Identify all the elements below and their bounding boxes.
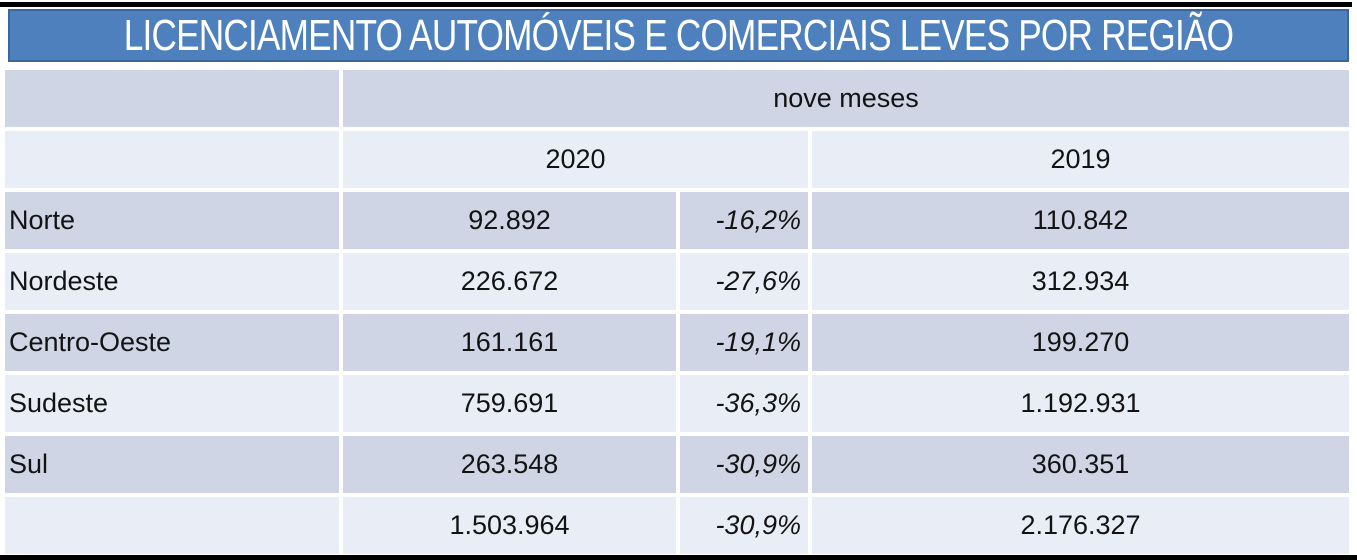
pct-change-cell: -36,3% [680, 375, 808, 432]
total-2019-cell: 2.176.327 [812, 497, 1349, 554]
total-2020-cell: 1.503.964 [343, 497, 676, 554]
value-2020-cell: 759.691 [343, 375, 676, 432]
pct-change-cell: -27,6% [680, 253, 808, 310]
top-border-line [0, 2, 1352, 7]
group-header-row: nove meses [5, 70, 1349, 127]
value-2019-cell: 312.934 [812, 253, 1349, 310]
table-row-norte: Norte 92.892 -16,2% 110.842 [5, 192, 1349, 249]
value-2020-cell: 226.672 [343, 253, 676, 310]
value-2019-cell: 360.351 [812, 436, 1349, 493]
pct-change-cell: -19,1% [680, 314, 808, 371]
region-cell: Centro-Oeste [5, 314, 339, 371]
table-row-sul: Sul 263.548 -30,9% 360.351 [5, 436, 1349, 493]
value-2020-cell: 161.161 [343, 314, 676, 371]
region-cell: Nordeste [5, 253, 339, 310]
value-2019-cell: 199.270 [812, 314, 1349, 371]
region-cell: Sul [5, 436, 339, 493]
table-row-total: 1.503.964 -30,9% 2.176.327 [5, 497, 1349, 554]
group-header-cell: nove meses [343, 70, 1349, 127]
table-row-centro-oeste: Centro-Oeste 161.161 -19,1% 199.270 [5, 314, 1349, 371]
page-title: LICENCIAMENTO AUTOMÓVEIS E COMERCIAIS LE… [123, 10, 1234, 60]
pct-change-cell: -16,2% [680, 192, 808, 249]
pct-change-cell: -30,9% [680, 436, 808, 493]
table-row-nordeste: Nordeste 226.672 -27,6% 312.934 [5, 253, 1349, 310]
value-2020-cell: 92.892 [343, 192, 676, 249]
corner-empty-cell [5, 70, 339, 127]
region-cell: Norte [5, 192, 339, 249]
corner-empty-cell [5, 131, 339, 188]
value-2019-cell: 1.192.931 [812, 375, 1349, 432]
total-pct-change-cell: -30,9% [680, 497, 808, 554]
table-row-sudeste: Sudeste 759.691 -36,3% 1.192.931 [5, 375, 1349, 432]
year-header-row: 2020 2019 [5, 131, 1349, 188]
year-2019-header: 2019 [812, 131, 1349, 188]
table-title-bar: LICENCIAMENTO AUTOMÓVEIS E COMERCIAIS LE… [8, 9, 1349, 62]
licensing-table: nove meses 2020 2019 Norte 92.892 -16,2%… [1, 66, 1353, 558]
region-cell: Sudeste [5, 375, 339, 432]
total-empty-cell [5, 497, 339, 554]
value-2020-cell: 263.548 [343, 436, 676, 493]
value-2019-cell: 110.842 [812, 192, 1349, 249]
bottom-border-line [0, 555, 1357, 560]
year-2020-header: 2020 [343, 131, 808, 188]
